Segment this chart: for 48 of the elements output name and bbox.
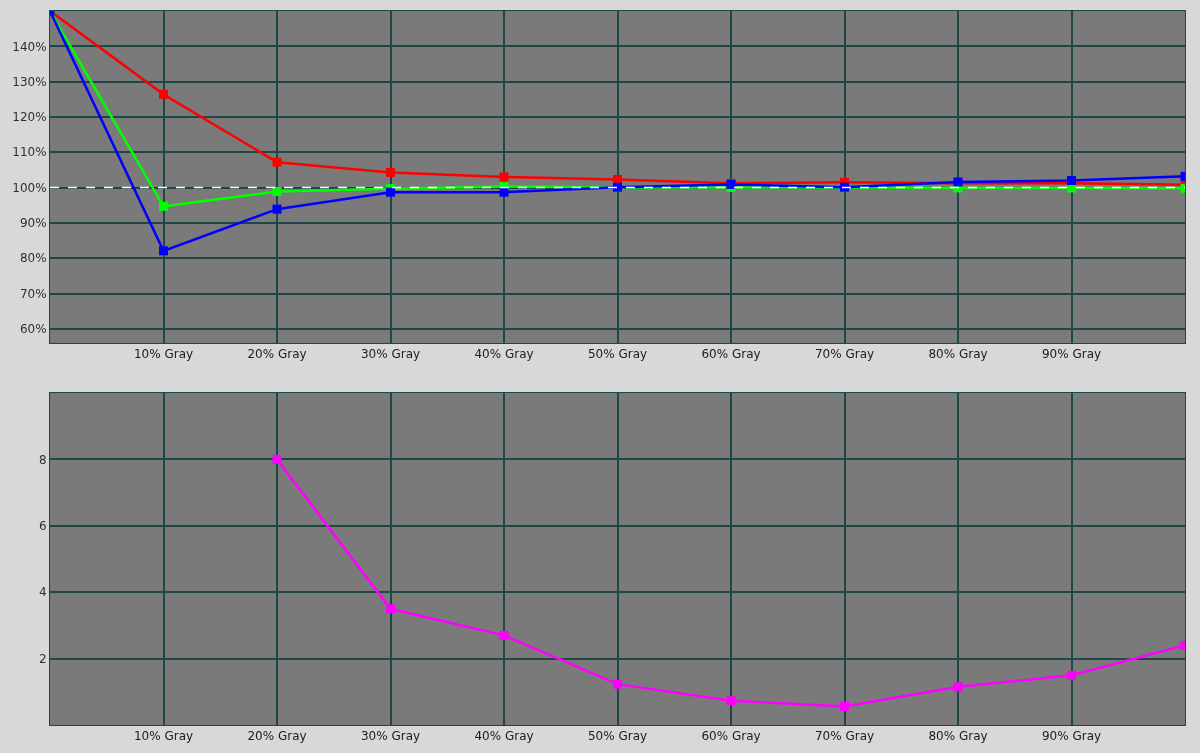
point: [840, 701, 849, 711]
y-tick-label: 90%: [19, 216, 47, 231]
point: [499, 187, 509, 197]
point: [726, 696, 736, 706]
point: [159, 201, 168, 211]
point: [613, 679, 622, 689]
x-tick-label: 60% Gray: [701, 347, 761, 362]
y-tick-label: 130%: [12, 74, 47, 89]
point: [272, 204, 282, 214]
point: [386, 167, 395, 177]
point: [953, 682, 963, 692]
y-tick-label: 60%: [19, 322, 47, 337]
point: [386, 604, 395, 614]
x-tick-label: 70% Gray: [814, 347, 875, 362]
x-tick-label: 40% Gray: [474, 729, 534, 744]
point: [272, 157, 282, 167]
point: [272, 454, 282, 464]
y-tick-label: 120%: [12, 110, 47, 125]
x-tick-label: 50% Gray: [587, 347, 648, 362]
x-tick-label: 30% Gray: [360, 729, 421, 744]
x-tick-label: 80% Gray: [928, 347, 988, 362]
x-tick-label: 60% Gray: [701, 729, 761, 744]
y-tick-label: 4: [38, 585, 47, 600]
point: [499, 630, 509, 640]
x-tick-label: 20% Gray: [247, 347, 307, 362]
y-tick-label: 100%: [12, 180, 47, 195]
y-tick-label: 70%: [19, 286, 47, 301]
y-tick-label: 140%: [12, 39, 47, 54]
x-tick-label: 10% Gray: [133, 347, 194, 362]
point: [159, 246, 168, 256]
point: [272, 186, 282, 196]
x-tick-label: 80% Gray: [928, 729, 988, 744]
y-tick-label: 8: [38, 452, 47, 467]
y-tick-label: 2: [38, 651, 47, 666]
x-tick-label: 40% Gray: [474, 347, 534, 362]
x-tick-label: 10% Gray: [133, 729, 194, 744]
x-tick-label: 90% Gray: [1041, 729, 1102, 744]
x-tick-label: 30% Gray: [360, 347, 421, 362]
y-tick-label: 6: [38, 518, 47, 533]
point: [159, 89, 168, 99]
point: [1067, 670, 1076, 680]
x-tick-label: 50% Gray: [587, 729, 648, 744]
y-tick-label: 110%: [12, 145, 47, 160]
point: [499, 172, 509, 182]
x-tick-label: 70% Gray: [814, 729, 875, 744]
x-tick-label: 20% Gray: [247, 729, 307, 744]
y-tick-label: 80%: [19, 251, 47, 266]
x-tick-label: 90% Gray: [1041, 347, 1102, 362]
